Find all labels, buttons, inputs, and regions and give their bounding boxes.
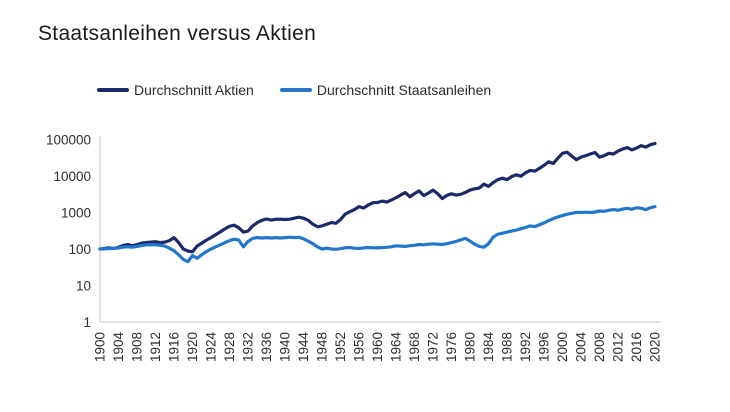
x-tick-label: 1984 bbox=[481, 332, 496, 363]
x-tick-label: 1920 bbox=[185, 332, 200, 362]
x-tick-label: 1952 bbox=[333, 332, 348, 362]
x-tick-label: 2016 bbox=[629, 332, 644, 362]
aktien-line bbox=[98, 141, 657, 254]
y-tick-label: 1 bbox=[83, 315, 91, 330]
x-tick-label: 1900 bbox=[93, 332, 108, 362]
x-tick-label: 1972 bbox=[426, 332, 441, 362]
x-tick-label: 1908 bbox=[130, 332, 145, 362]
chart-title: Staatsanleihen versus Aktien bbox=[38, 22, 317, 45]
x-tick-label: 1956 bbox=[352, 332, 367, 362]
y-tick-label: 10000 bbox=[53, 169, 91, 184]
x-tick-label: 1916 bbox=[167, 332, 182, 362]
x-tick-label: 2004 bbox=[574, 332, 589, 363]
x-tick-label: 1940 bbox=[278, 332, 293, 362]
x-tick-label: 1932 bbox=[241, 332, 256, 362]
y-tick-label: 10 bbox=[76, 279, 91, 294]
x-tick-label: 1980 bbox=[463, 332, 478, 362]
x-tick-label: 1968 bbox=[407, 332, 422, 362]
legend-item-staatsanleihen: Durchschnitt Staatsanleihen bbox=[279, 82, 492, 98]
x-tick-label: 2000 bbox=[555, 332, 570, 362]
y-tick-label: 1000 bbox=[61, 206, 91, 221]
aktien-line-swatch bbox=[97, 88, 129, 92]
y-tick-label: 100000 bbox=[46, 133, 91, 148]
staatsanleihen-line bbox=[98, 205, 657, 264]
x-tick-label: 1928 bbox=[222, 332, 237, 362]
x-tick-label: 2020 bbox=[648, 332, 663, 362]
x-tick-label: 1904 bbox=[111, 332, 126, 363]
staatsanleihen-line-swatch bbox=[279, 88, 312, 92]
legend-item-aktien: Durchschnitt Aktien bbox=[97, 82, 254, 98]
x-tick-label: 1924 bbox=[204, 332, 219, 363]
x-tick-label: 1964 bbox=[389, 332, 404, 363]
x-tick-label: 1988 bbox=[500, 332, 515, 362]
x-tick-label: 1944 bbox=[296, 332, 311, 363]
x-tick-label: 1996 bbox=[537, 332, 552, 362]
x-tick-label: 1948 bbox=[315, 332, 330, 362]
x-tick-label: 1992 bbox=[518, 332, 533, 362]
legend-label-aktien: Durchschnitt Aktien bbox=[134, 82, 254, 98]
x-tick-label: 1936 bbox=[259, 332, 274, 362]
x-tick-label: 1960 bbox=[370, 332, 385, 362]
y-tick-label: 100 bbox=[68, 242, 91, 257]
legend: Durchschnitt Aktien Durchschnitt Staatsa… bbox=[97, 82, 491, 98]
x-tick-label: 2012 bbox=[611, 332, 626, 362]
x-tick-label: 2008 bbox=[592, 332, 607, 362]
legend-label-staatsanleihen: Durchschnitt Staatsanleihen bbox=[316, 82, 492, 98]
x-tick-label: 1912 bbox=[148, 332, 163, 362]
x-tick-label: 1976 bbox=[444, 332, 459, 362]
